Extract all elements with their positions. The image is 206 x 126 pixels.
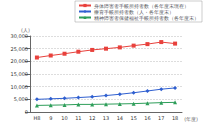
svg-text:H8: H8 xyxy=(33,115,40,121)
svg-text:9: 9 xyxy=(49,115,52,121)
svg-text:0: 0 xyxy=(25,109,28,115)
svg-text:17: 17 xyxy=(158,115,164,121)
svg-text:(年度): (年度) xyxy=(184,116,198,122)
svg-text:14: 14 xyxy=(117,115,123,121)
svg-text:25,000: 25,000 xyxy=(11,46,29,52)
svg-text:10,000: 10,000 xyxy=(11,84,29,90)
svg-text:15,000: 15,000 xyxy=(11,71,29,77)
svg-text:精神障害者保健福祉手帳所持者数（各年度末）: 精神障害者保健福祉手帳所持者数（各年度末） xyxy=(94,15,199,21)
svg-text:療育手帳所持者数（人・各年度末）: 療育手帳所持者数（人・各年度末） xyxy=(94,8,174,15)
svg-text:12: 12 xyxy=(89,115,95,121)
svg-text:18: 18 xyxy=(172,115,178,121)
svg-text:20,000: 20,000 xyxy=(11,58,29,64)
svg-text:(人): (人) xyxy=(21,27,30,33)
svg-text:10: 10 xyxy=(61,115,67,121)
svg-text:15: 15 xyxy=(130,115,136,121)
svg-text:5,000: 5,000 xyxy=(14,96,28,102)
svg-text:11: 11 xyxy=(75,115,81,121)
svg-text:30,000: 30,000 xyxy=(11,33,29,39)
svg-text:16: 16 xyxy=(144,115,150,121)
svg-text:身体障害者手帳所持者数（各年度末現在）: 身体障害者手帳所持者数（各年度末現在） xyxy=(94,2,189,9)
svg-text:13: 13 xyxy=(103,115,109,121)
